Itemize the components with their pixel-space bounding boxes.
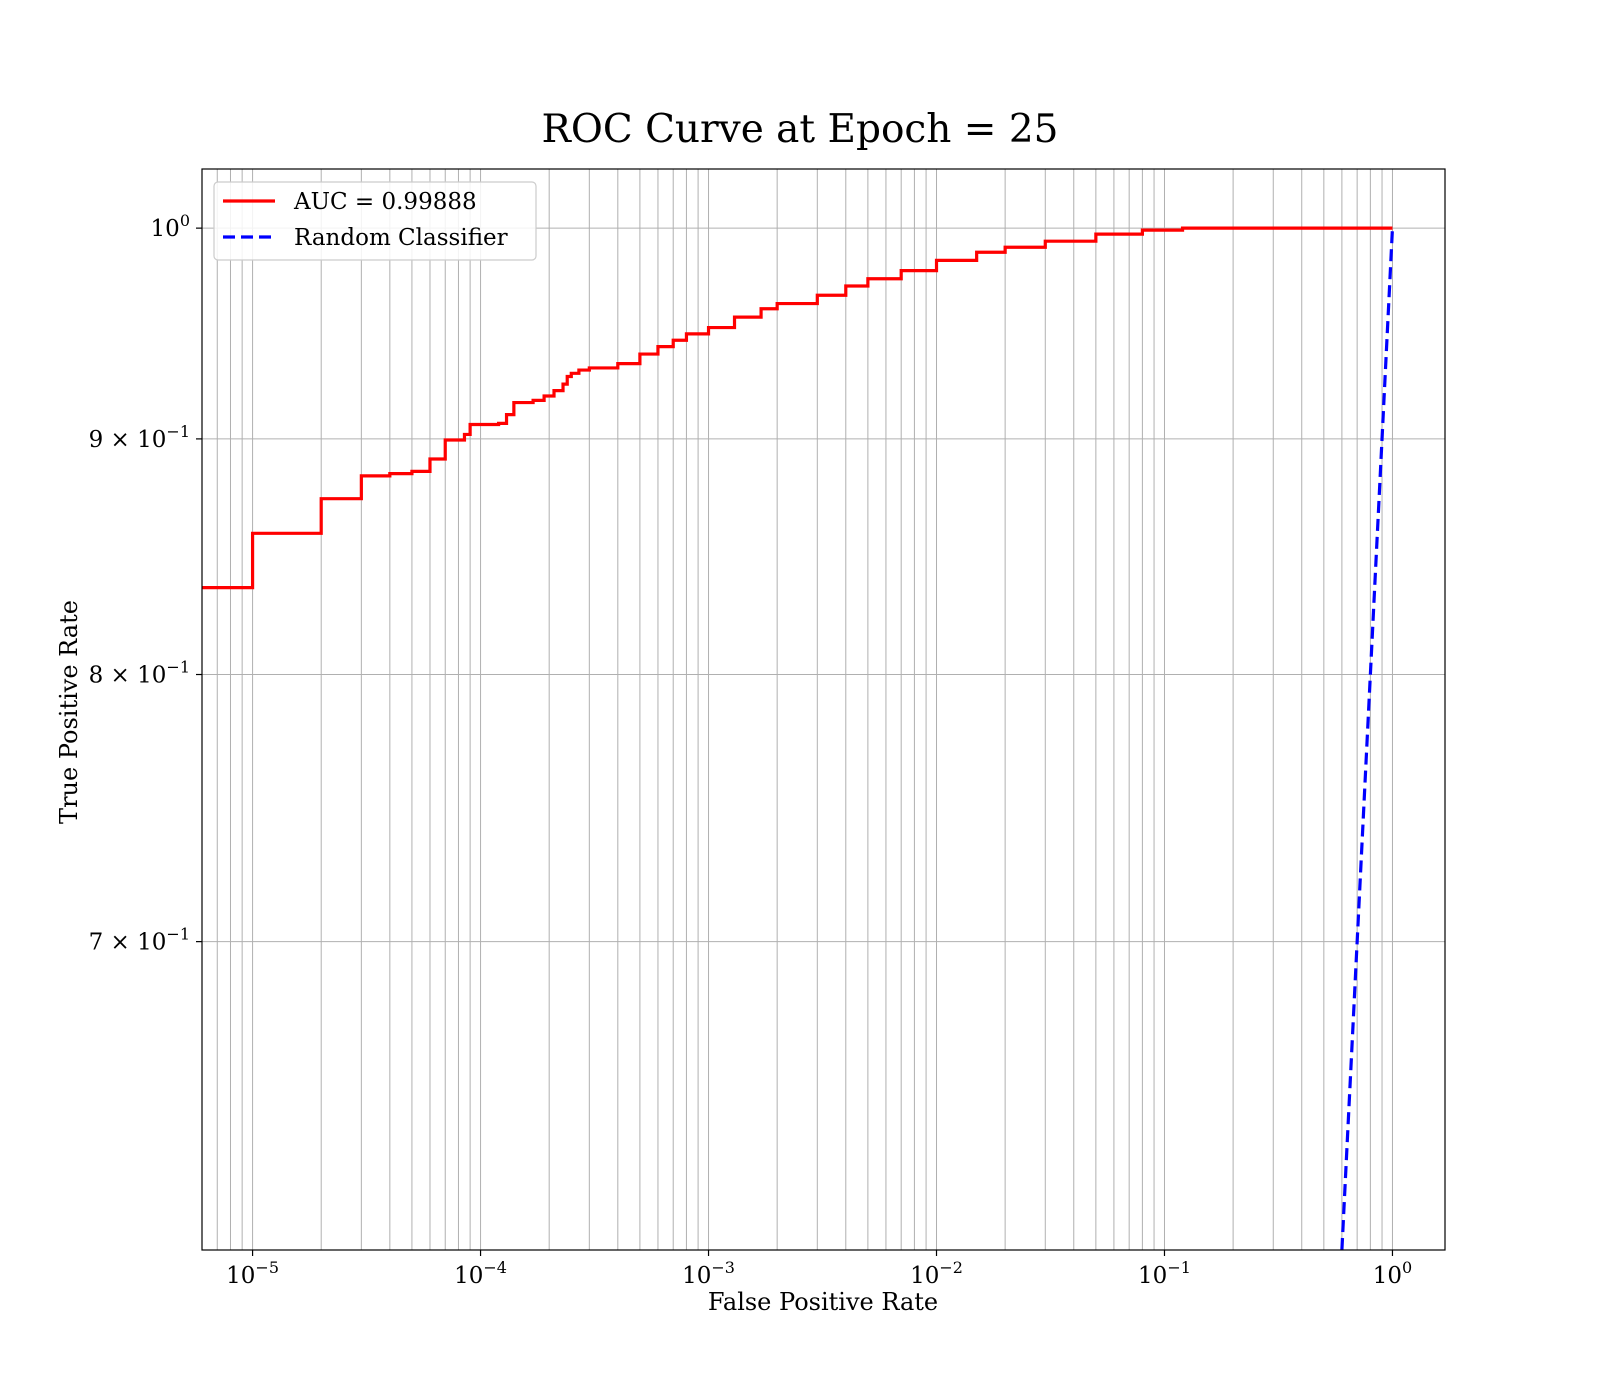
x-tick-label: 10−1 [1138,1258,1191,1289]
y-tick-label: 9 × 10−1 [89,422,190,453]
series-layer [202,226,1395,1251]
series-line-0 [202,226,1393,590]
y-tick-label: 7 × 10−1 [89,925,190,956]
y-tick-label: 100 [151,211,190,242]
legend-label-0: AUC = 0.99888 [293,189,477,215]
x-tick-label: 10−3 [682,1258,735,1289]
x-axis-label: False Positive Rate [708,1288,938,1316]
x-tick-label: 10−2 [910,1258,963,1289]
legend-box [213,181,537,261]
chart-title: ROC Curve at Epoch = 25 [542,107,1059,152]
legend-label-1: Random Classifier [294,225,508,251]
y-tick-label: 8 × 10−1 [89,658,190,689]
y-axis-label: True Positive Rate [55,600,83,824]
grid-lines [201,169,1445,1250]
x-tick-label: 10−5 [226,1258,279,1289]
plot-frame [201,168,1446,1251]
series-line-1 [1340,228,1395,1251]
axis-ticks: 10−5 10−4 10−3 10−2 10−1 100 100 9 × 10−1 8 × 10… [89,211,1413,1289]
x-tick-label: 10−4 [454,1258,507,1289]
legend: AUC = 0.99888 Random Classifier [213,181,537,261]
x-tick-label: 100 [1373,1258,1412,1289]
